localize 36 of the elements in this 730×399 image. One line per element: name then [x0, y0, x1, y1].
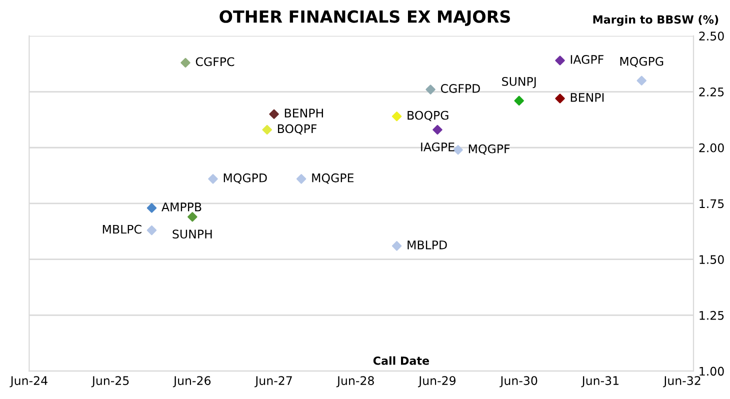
- y-axis-title: Margin to BBSW (%): [593, 15, 718, 26]
- y-tick-label: 2.00: [699, 143, 724, 152]
- annotation: MQGPE: [312, 173, 354, 184]
- x-tick-label: Jun-24: [10, 376, 48, 388]
- x-axis-title: Call Date: [373, 356, 430, 365]
- x-tick-label: Jun-30: [500, 376, 538, 388]
- y-tick-label: 2.50: [699, 32, 724, 41]
- annotation: BOQPF: [278, 124, 317, 135]
- annotation: MBLPC: [102, 224, 142, 234]
- y-tick-label: 1.50: [700, 255, 724, 264]
- annotation: AMPPB: [162, 202, 202, 212]
- x-tick-label: Jun-31: [581, 376, 618, 388]
- annotation: BENPH: [284, 108, 323, 118]
- chart-title: OTHER FINANCIALS EX MAJORS: [220, 10, 510, 26]
- y-tick-label: 1.75: [700, 199, 724, 208]
- x-tick-label: Jun-27: [254, 376, 292, 388]
- annotation: MBLPD: [408, 240, 447, 250]
- x-tick-label: Jun-32: [663, 376, 700, 388]
- annotation: SUNPH: [172, 230, 212, 239]
- x-tick-label: Jun-25: [91, 376, 129, 388]
- annotation: MQGPG: [620, 56, 664, 68]
- x-tick-label: Jun-29: [418, 376, 456, 388]
- annotation: IAGPF: [570, 54, 604, 64]
- y-tick-label: 2.25: [699, 87, 724, 96]
- x-tick-label: Jun-26: [172, 376, 211, 388]
- annotation: BOQPG: [408, 110, 448, 122]
- annotation: CGFPD: [440, 84, 480, 93]
- annotation: SUNPJ: [502, 76, 536, 88]
- annotation: MQGPD: [224, 173, 267, 184]
- x-tick-label: Jun-28: [336, 376, 374, 388]
- annotation: IAGPE: [421, 142, 454, 152]
- annotation: CGFPC: [196, 57, 234, 66]
- annotation: BENPI: [570, 93, 604, 102]
- annotation: MQGPF: [468, 144, 510, 155]
- y-tick-label: 1.25: [700, 310, 724, 320]
- y-tick-label: 1.00: [700, 366, 724, 376]
